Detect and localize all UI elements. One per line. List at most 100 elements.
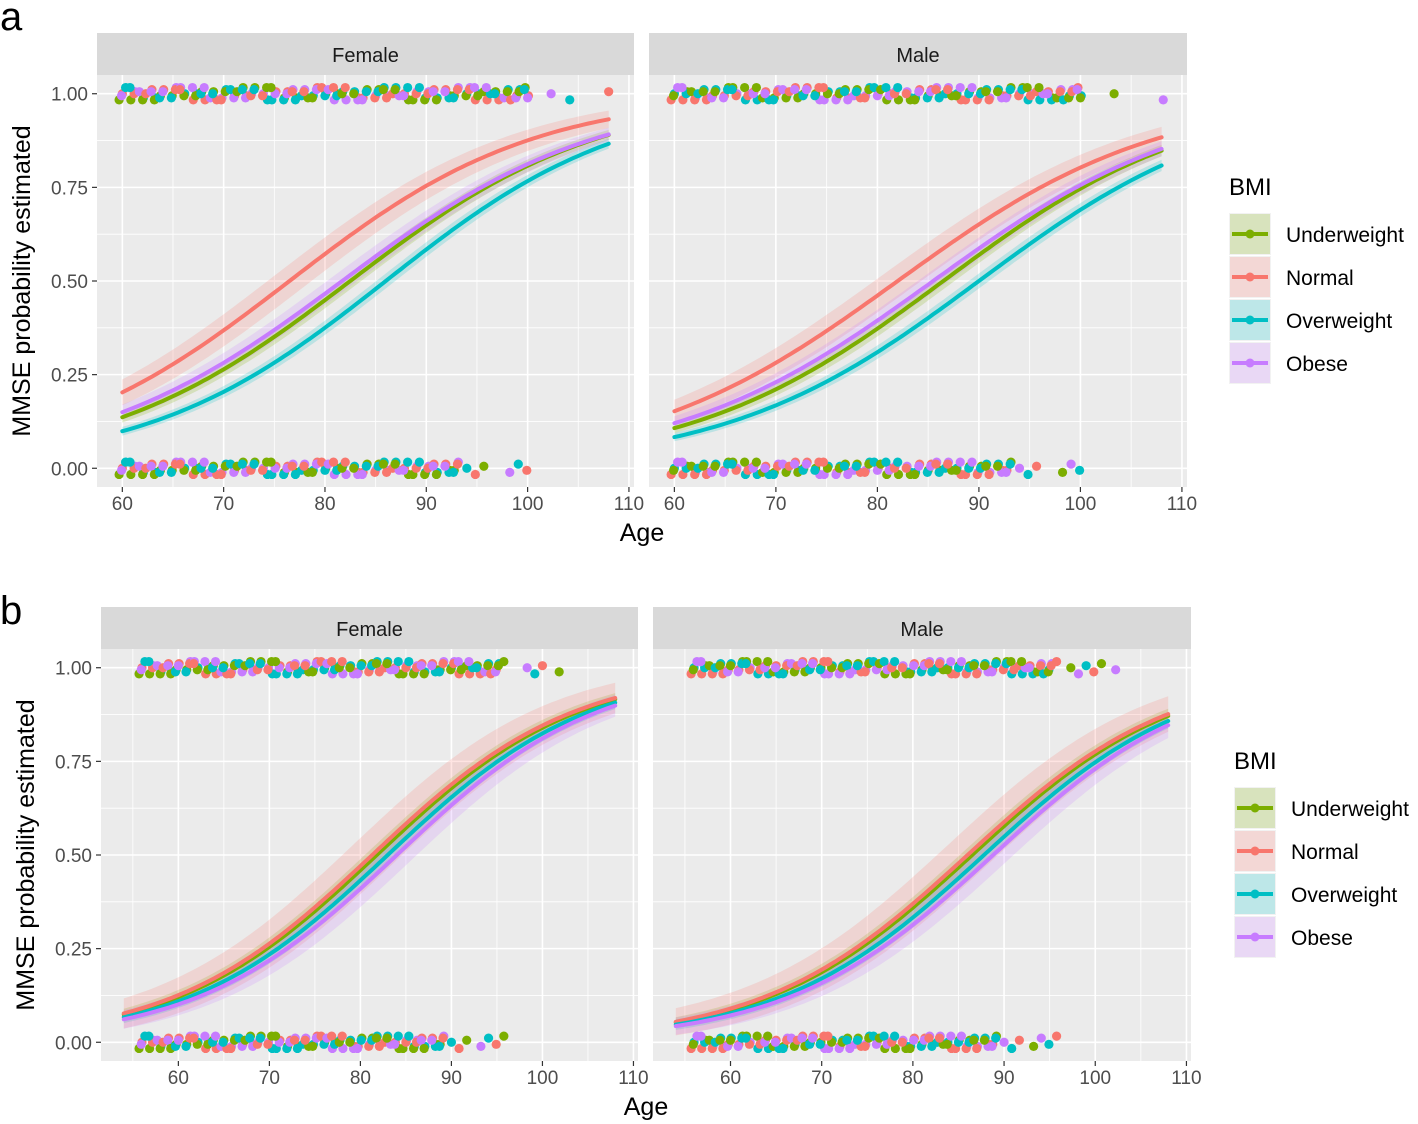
data-point-bottom — [361, 461, 371, 471]
data-point-top — [537, 661, 548, 671]
data-point-top — [951, 91, 961, 101]
data-point-bottom — [356, 1035, 366, 1045]
legend-key-point — [1245, 229, 1255, 239]
data-point-bottom — [901, 463, 911, 473]
data-point-top — [519, 85, 529, 95]
data-point-top — [1072, 85, 1082, 95]
data-point-bottom — [851, 461, 861, 471]
data-point-bottom — [505, 467, 515, 477]
data-point-bottom — [991, 1033, 1001, 1043]
data-point-bottom — [352, 1043, 363, 1054]
data-point-top — [416, 661, 426, 671]
data-point-bottom — [136, 1039, 146, 1049]
data-point-bottom — [946, 1031, 956, 1041]
data-point-top — [431, 95, 442, 105]
data-point-top — [136, 665, 146, 675]
data-point-top — [471, 663, 482, 673]
data-point-top — [327, 656, 337, 667]
data-point-top — [483, 661, 493, 671]
data-point-top — [778, 669, 788, 679]
data-point-bottom — [116, 465, 127, 475]
data-point-top — [677, 82, 687, 93]
data-point-top — [1042, 89, 1053, 99]
data-point-bottom — [371, 1033, 382, 1043]
data-point-top — [710, 87, 720, 97]
series-line-normal — [672, 135, 1164, 414]
data-point-bottom — [1031, 461, 1042, 471]
data-point-top — [752, 656, 762, 667]
data-point-top — [818, 82, 828, 93]
data-point-bottom — [158, 461, 168, 471]
series-line-obese — [673, 723, 1171, 1029]
data-point-top — [979, 661, 989, 671]
legend-label-normal: Normal — [1291, 841, 1359, 864]
data-point-top — [893, 82, 903, 93]
confidence-band-underweight — [674, 145, 1162, 434]
data-point-top — [741, 659, 751, 669]
facet-strip — [649, 33, 1187, 75]
data-point-top — [490, 89, 500, 99]
data-point-top — [984, 95, 994, 105]
data-point-bottom — [345, 1037, 355, 1047]
series-line-obese — [120, 132, 611, 415]
y-tick-label: 1.00 — [51, 85, 88, 106]
data-point-top — [300, 661, 310, 671]
data-point-top — [1051, 656, 1062, 667]
data-point-top — [768, 95, 779, 105]
facet-female: Female 60 70 80 90 100 110 0.00 0.25 0.50 0.75 1.00 — [55, 607, 649, 1089]
series-line-normal — [121, 696, 618, 1016]
data-point-bottom — [476, 1041, 486, 1051]
data-point-bottom — [897, 1037, 907, 1047]
x-tick-label: 60 — [720, 1068, 741, 1089]
data-point-top — [879, 656, 889, 667]
facet-male: Male 60 70 80 90 100 110 — [649, 33, 1197, 515]
data-point-bottom — [173, 1035, 183, 1045]
data-point-bottom — [462, 1035, 472, 1045]
y-tick-label: 0.50 — [55, 846, 92, 867]
data-point-top — [1096, 659, 1107, 669]
data-point-top — [1034, 82, 1044, 93]
data-point-top — [688, 665, 698, 675]
data-point-top — [909, 661, 919, 671]
facet-strip — [653, 607, 1191, 649]
data-point-top — [307, 93, 318, 103]
data-point-top — [905, 669, 915, 679]
data-point-top — [199, 82, 209, 93]
data-point-top — [751, 82, 761, 93]
series-layer — [673, 696, 1171, 1036]
data-point-top — [733, 667, 743, 677]
data-point-top — [522, 663, 532, 673]
data-point-bottom — [752, 1031, 762, 1041]
x-tick-label: 90 — [441, 1068, 462, 1089]
data-point-bottom — [763, 1031, 773, 1041]
data-point-top — [345, 663, 355, 673]
data-point-top — [943, 85, 953, 95]
series-line-normal — [673, 712, 1171, 1024]
confidence-band-overweight — [674, 159, 1162, 442]
x-tick-label: 80 — [902, 1068, 923, 1089]
data-point-top — [946, 656, 956, 667]
y-axis-title: MMSE probability estimated — [8, 125, 36, 436]
data-point-top — [226, 669, 236, 679]
data-point-top — [924, 659, 934, 669]
data-point-top — [934, 659, 945, 669]
confidence-band-overweight — [123, 696, 616, 1024]
data-point-top — [1005, 85, 1015, 95]
data-point-bottom — [688, 1039, 698, 1049]
confidence-band-obese — [122, 127, 609, 420]
data-point-top — [852, 661, 863, 671]
data-point-bottom — [1007, 1043, 1017, 1054]
data-point-top — [427, 661, 437, 671]
x-tick-label: 80 — [867, 494, 888, 515]
series-line-overweight — [672, 163, 1164, 440]
x-tick-label: 100 — [1079, 1068, 1111, 1089]
data-point-top — [956, 656, 966, 667]
data-point-bottom — [852, 1035, 863, 1045]
data-point-top — [725, 661, 736, 671]
data-point-bottom — [987, 1041, 997, 1051]
data-point-bottom — [881, 457, 891, 467]
data-point-top — [173, 661, 183, 671]
data-point-top — [404, 656, 414, 667]
data-point-bottom — [448, 467, 459, 477]
confidence-band-underweight — [122, 129, 609, 423]
